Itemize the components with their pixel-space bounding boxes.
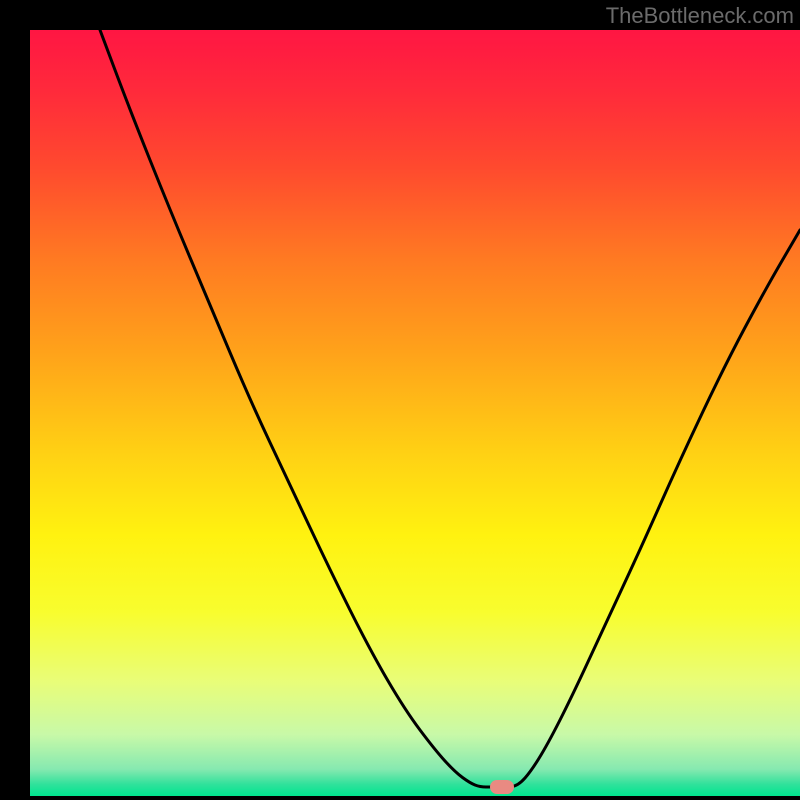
bottleneck-curve <box>30 30 800 796</box>
curve-path <box>100 30 800 787</box>
watermark-text: TheBottleneck.com <box>606 3 794 29</box>
plot-area <box>30 30 800 796</box>
chart-container: TheBottleneck.com <box>0 0 800 800</box>
optimal-point-marker <box>490 780 514 794</box>
